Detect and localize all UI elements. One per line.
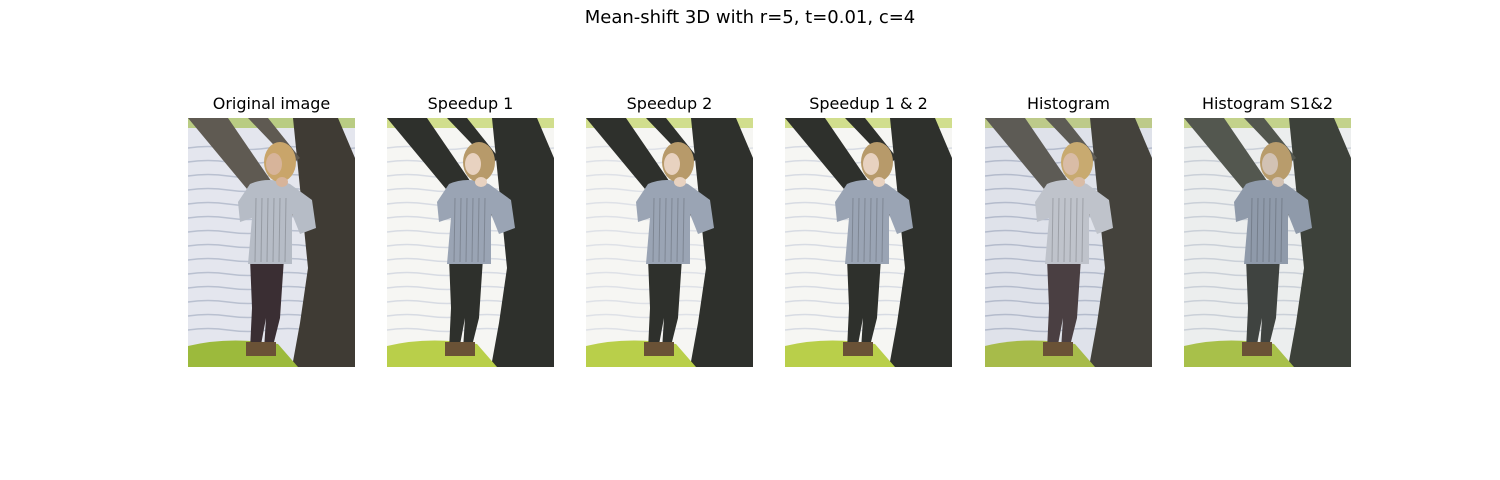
woman-legs — [250, 258, 284, 350]
woman-boot-right — [262, 342, 276, 356]
woman-hands — [475, 177, 487, 187]
sweater-knit-line — [1274, 197, 1277, 263]
woman-legs — [1246, 258, 1280, 350]
sweater-knit-line — [1250, 197, 1253, 263]
sweater-knit-line — [863, 197, 866, 263]
tree-trunk — [491, 118, 554, 367]
sweater-knit-line — [1256, 197, 1259, 263]
woman-face — [664, 153, 680, 175]
woman-boot-right — [660, 342, 674, 356]
sweater-knit-line — [471, 197, 474, 263]
woman-legs — [449, 258, 483, 350]
sweater-knit-line — [1051, 197, 1054, 263]
sweater-knit-line — [465, 197, 468, 263]
panel-title: Speedup 2 — [626, 94, 713, 113]
sweater-knit-line — [881, 197, 884, 263]
sweater-knit-line — [676, 197, 679, 263]
sweater-knit-line — [1063, 197, 1066, 263]
woman-boot-left — [246, 342, 262, 356]
woman-boot-left — [644, 342, 660, 356]
woman-legs — [648, 258, 682, 350]
woman-boot-right — [1258, 342, 1272, 356]
sweater-knit-line — [459, 197, 462, 263]
sweater-knit-line — [272, 197, 275, 263]
woman-hands — [1272, 177, 1284, 187]
woman-sweater — [238, 180, 316, 264]
woman-boot-right — [859, 342, 873, 356]
panel-title: Original image — [212, 94, 331, 113]
woman-boot-left — [1043, 342, 1059, 356]
sweater-knit-line — [1075, 197, 1078, 263]
sweater-knit-line — [1057, 197, 1060, 263]
tree-trunk — [889, 118, 952, 367]
woman-boot-right — [1059, 342, 1073, 356]
woman-hands — [276, 177, 288, 187]
sweater-knit-line — [266, 197, 269, 263]
panel-title: Speedup 1 & 2 — [809, 94, 928, 113]
panel-speedup-1: Speedup 1 — [387, 93, 554, 367]
panel-title: Speedup 1 — [427, 94, 514, 113]
tree-trunk — [690, 118, 753, 367]
speedup-1-image — [387, 118, 554, 367]
woman-sweater — [1035, 180, 1113, 264]
panel-title: Histogram — [1027, 94, 1110, 113]
panel-title: Histogram S1&2 — [1201, 94, 1334, 113]
woman-sweater — [1234, 180, 1312, 264]
sweater-knit-line — [857, 197, 860, 263]
sweater-knit-line — [670, 197, 673, 263]
woman-boot-right — [461, 342, 475, 356]
woman-sweater — [437, 180, 515, 264]
panel-histogram: Histogram — [985, 93, 1152, 367]
tree-trunk — [292, 118, 355, 367]
sweater-knit-line — [483, 197, 486, 263]
sweater-knit-line — [682, 197, 685, 263]
woman-boot-left — [1242, 342, 1258, 356]
sweater-knit-line — [664, 197, 667, 263]
woman-face — [465, 153, 481, 175]
histogram-image — [985, 118, 1152, 367]
woman-hands — [1073, 177, 1085, 187]
sweater-knit-line — [1268, 197, 1271, 263]
woman-face — [1063, 153, 1079, 175]
sweater-knit-line — [869, 197, 872, 263]
speedup-1-and-2-image — [785, 118, 952, 367]
sweater-knit-line — [1069, 197, 1072, 263]
woman-legs — [1047, 258, 1081, 350]
sweater-knit-line — [652, 197, 655, 263]
sweater-knit-line — [658, 197, 661, 263]
sweater-knit-line — [453, 197, 456, 263]
woman-boot-left — [843, 342, 859, 356]
sweater-knit-line — [851, 197, 854, 263]
speedup-2-image — [586, 118, 753, 367]
sweater-knit-line — [254, 197, 257, 263]
panel-speedup-1-and-2: Speedup 1 & 2 — [785, 93, 952, 367]
panel-original-image: Original image — [188, 93, 355, 367]
woman-sweater — [636, 180, 714, 264]
sweater-knit-line — [875, 197, 878, 263]
woman-face — [266, 153, 282, 175]
woman-face — [863, 153, 879, 175]
woman-sweater — [835, 180, 913, 264]
woman-face — [1262, 153, 1278, 175]
panel-histogram-s1-and-2: Histogram S1&2 — [1184, 93, 1351, 367]
original-image — [188, 118, 355, 367]
histogram-s1-and-2-image — [1184, 118, 1351, 367]
woman-hands — [873, 177, 885, 187]
woman-boot-left — [445, 342, 461, 356]
sweater-knit-line — [477, 197, 480, 263]
woman-hands — [674, 177, 686, 187]
panel-speedup-2: Speedup 2 — [586, 93, 753, 367]
sweater-knit-line — [1081, 197, 1084, 263]
figure-title: Mean-shift 3D with r=5, t=0.01, c=4 — [584, 7, 916, 28]
tree-trunk — [1089, 118, 1152, 367]
sweater-knit-line — [278, 197, 281, 263]
sweater-knit-line — [1280, 197, 1283, 263]
woman-legs — [847, 258, 881, 350]
sweater-knit-line — [284, 197, 287, 263]
sweater-knit-line — [260, 197, 263, 263]
sweater-knit-line — [1262, 197, 1265, 263]
tree-trunk — [1288, 118, 1351, 367]
